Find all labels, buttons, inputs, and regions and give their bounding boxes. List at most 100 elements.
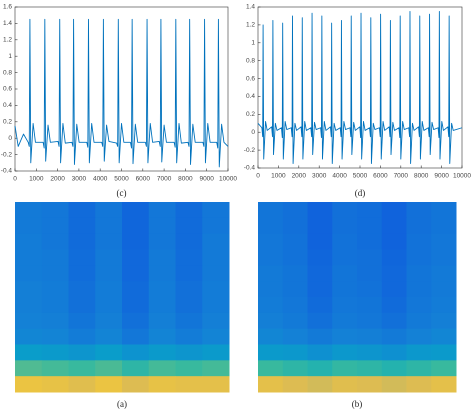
x-tick-label: 1000 bbox=[271, 173, 286, 180]
x-tick-label: 5000 bbox=[114, 176, 129, 183]
spectrogram-cell bbox=[332, 217, 358, 235]
spectrogram-cell bbox=[357, 376, 383, 393]
spectrogram-cell bbox=[332, 249, 358, 266]
spectrogram-cell bbox=[122, 376, 150, 393]
spectrogram-cell bbox=[406, 328, 432, 345]
spectrogram-cell bbox=[258, 233, 284, 250]
spectrogram-cell bbox=[406, 265, 432, 282]
spectrogram-cell bbox=[431, 360, 457, 377]
spectrogram-cell bbox=[41, 360, 69, 377]
spectrogram-cell bbox=[202, 265, 230, 282]
signal-line bbox=[257, 11, 463, 164]
spectrogram-cell bbox=[357, 217, 383, 235]
spectrogram-cell bbox=[68, 297, 96, 314]
spectrogram-cell bbox=[357, 312, 383, 330]
y-tick-label: -0.4 bbox=[244, 165, 256, 172]
x-tick-label: 3000 bbox=[312, 173, 327, 180]
spectrogram-cell bbox=[282, 360, 308, 377]
spectrogram-cell bbox=[307, 328, 333, 345]
spectrogram-cell bbox=[381, 360, 407, 377]
x-tick-label: 9000 bbox=[199, 176, 214, 183]
spectrogram-cell bbox=[68, 233, 96, 250]
spectrogram-cell bbox=[95, 297, 123, 314]
spectrogram-cell bbox=[357, 202, 383, 219]
spectrogram-cell bbox=[332, 297, 358, 314]
x-tick-label: 10000 bbox=[453, 173, 471, 180]
y-tick-label: 1.2 bbox=[246, 22, 255, 29]
spectrogram-cell bbox=[148, 312, 176, 330]
y-tick-label: 0.6 bbox=[246, 75, 255, 82]
spectrogram-cell bbox=[68, 360, 96, 377]
x-tick-label: 4000 bbox=[332, 173, 347, 180]
spectrogram-cell bbox=[68, 328, 96, 345]
spectrogram-cell bbox=[307, 217, 333, 235]
spectrogram-cell bbox=[332, 233, 358, 250]
spectrogram-cell bbox=[406, 344, 432, 361]
spectrogram-cell bbox=[307, 297, 333, 314]
plot-frame bbox=[14, 6, 229, 172]
spectrogram-cell bbox=[307, 344, 333, 361]
spectrogram-cell bbox=[307, 202, 333, 219]
spectrogram-cell bbox=[332, 202, 358, 219]
x-tick-label: 6000 bbox=[136, 176, 151, 183]
y-tick-label: 1.4 bbox=[246, 4, 255, 11]
spectrogram-cell bbox=[431, 202, 457, 219]
spectrogram-cell bbox=[68, 344, 96, 361]
spectrogram-cell bbox=[258, 344, 284, 361]
spectrogram-cell bbox=[431, 249, 457, 266]
spectrogram-cell bbox=[431, 217, 457, 235]
spectrogram-cell bbox=[332, 376, 358, 393]
x-tick-label: 3000 bbox=[72, 176, 87, 183]
spectrogram-cell bbox=[381, 281, 407, 298]
x-tick-label: 7000 bbox=[157, 176, 172, 183]
x-tick-label: 9000 bbox=[434, 173, 449, 180]
spectrogram-cell bbox=[122, 233, 150, 250]
spectrogram-cell bbox=[381, 249, 407, 266]
spectrogram-cell bbox=[122, 360, 150, 377]
spectrogram-cell bbox=[148, 376, 176, 393]
spectrogram-cell bbox=[258, 376, 284, 393]
y-tick-label: 0 bbox=[251, 129, 255, 136]
x-tick-label: 8000 bbox=[178, 176, 193, 183]
spectrogram-cell bbox=[332, 312, 358, 330]
spectrogram-cell bbox=[258, 360, 284, 377]
y-tick-label: 0.8 bbox=[3, 69, 12, 76]
spectrogram-cell bbox=[202, 202, 230, 219]
spectrogram-cell bbox=[15, 344, 43, 361]
y-tick-label: 0.2 bbox=[3, 119, 12, 126]
spectrogram-cell bbox=[175, 281, 203, 298]
spectrogram-cell bbox=[282, 202, 308, 219]
x-tick-label: 7000 bbox=[394, 173, 409, 180]
spectrogram-cell bbox=[68, 265, 96, 282]
spectrogram-cell bbox=[122, 202, 150, 219]
spectrogram-cell bbox=[122, 312, 150, 330]
spectrogram-cell bbox=[95, 202, 123, 219]
y-tick-label: 0 bbox=[8, 135, 12, 142]
spectrogram-cell bbox=[406, 312, 432, 330]
x-tick-label: 5000 bbox=[353, 173, 368, 180]
spectrogram-cell bbox=[406, 217, 432, 235]
spectrogram-cell bbox=[41, 376, 69, 393]
spectrogram-cell bbox=[175, 265, 203, 282]
spectrogram-cell bbox=[95, 233, 123, 250]
spectrogram-cell bbox=[68, 202, 96, 219]
spectrogram-cell bbox=[122, 281, 150, 298]
spectrogram-cell bbox=[41, 217, 69, 235]
spectrogram-cell bbox=[15, 249, 43, 266]
spectrogram-cell bbox=[68, 312, 96, 330]
x-tick-label: 2000 bbox=[50, 176, 65, 183]
spectrogram-cell bbox=[175, 202, 203, 219]
spectrogram-cell bbox=[15, 202, 43, 219]
spectrogram-cell bbox=[307, 281, 333, 298]
spectrogram-cell bbox=[258, 217, 284, 235]
spectrogram-cell bbox=[406, 297, 432, 314]
spectrogram-cell bbox=[282, 376, 308, 393]
spectrogram-cell bbox=[307, 360, 333, 377]
spectrogram-cell bbox=[148, 202, 176, 219]
spectrogram-cell bbox=[431, 233, 457, 250]
spectrogram-cell bbox=[282, 281, 308, 298]
spectrogram-cell bbox=[95, 249, 123, 266]
spectrogram-cell bbox=[258, 281, 284, 298]
spectrogram-cell bbox=[175, 328, 203, 345]
spectrogram-cell bbox=[307, 312, 333, 330]
